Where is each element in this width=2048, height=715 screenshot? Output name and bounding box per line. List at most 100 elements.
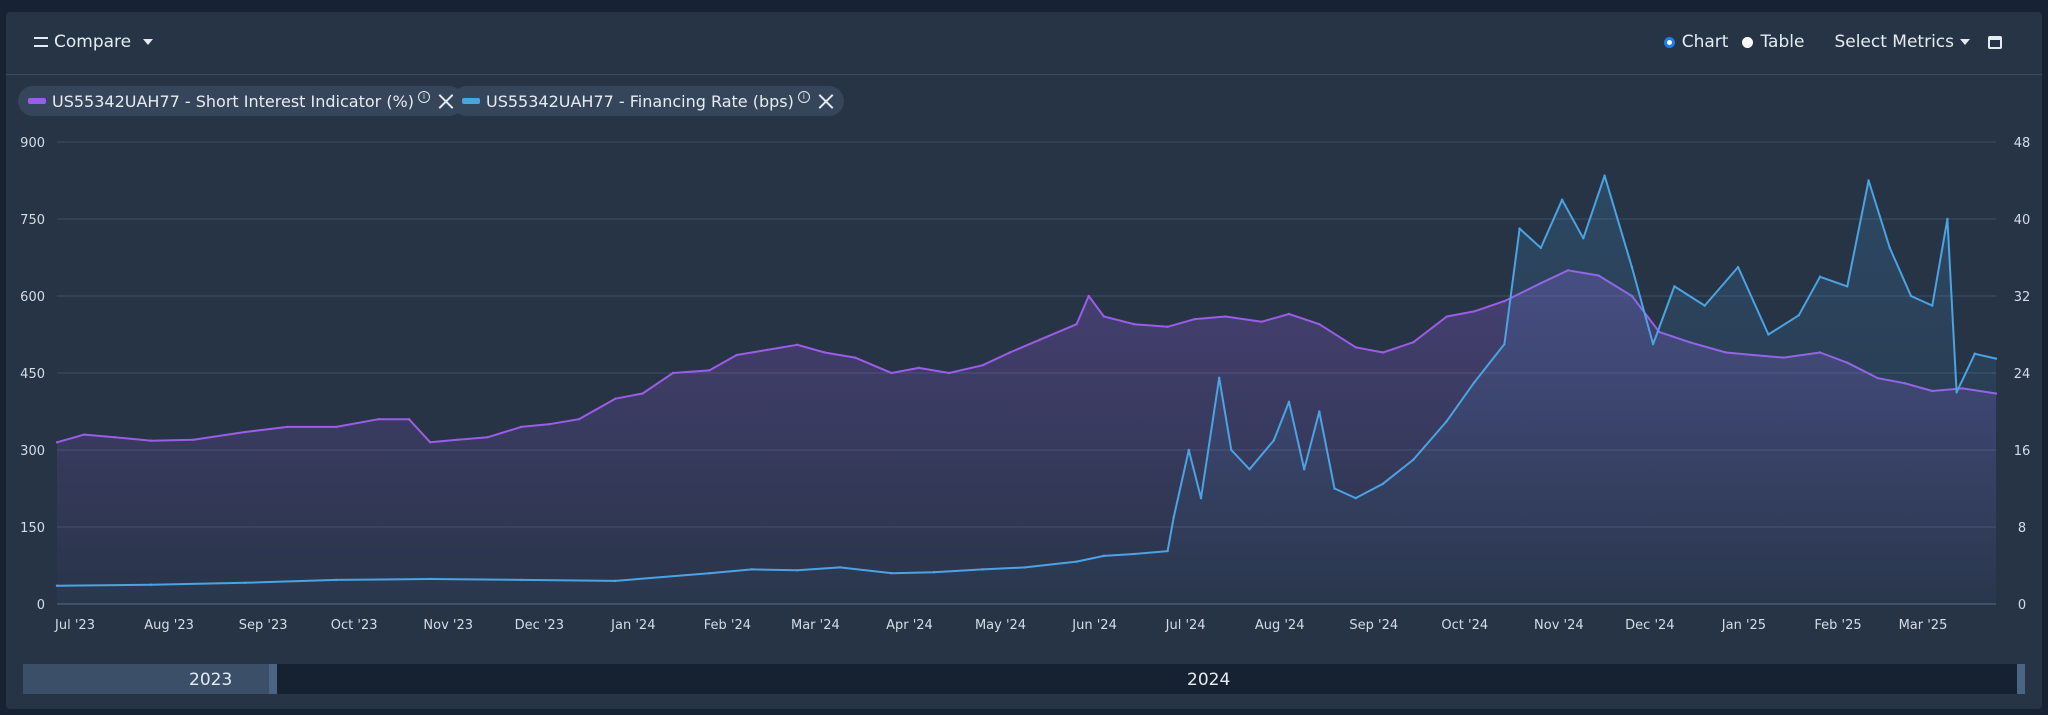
data-point[interactable] [55, 584, 59, 587]
data-point[interactable] [1102, 554, 1106, 558]
data-point[interactable] [113, 435, 116, 439]
data-point[interactable] [1412, 341, 1415, 344]
data-point[interactable] [614, 397, 617, 400]
data-point[interactable] [1797, 314, 1800, 317]
navigator-selection[interactable] [23, 664, 269, 694]
data-point[interactable] [1199, 496, 1203, 500]
series-line[interactable] [56, 174, 1997, 587]
data-point[interactable] [981, 364, 984, 367]
data-point[interactable] [708, 572, 711, 575]
table-radio[interactable]: Table [1742, 32, 1804, 52]
navigator-right-handle[interactable] [2017, 664, 2025, 694]
data-point[interactable] [243, 581, 247, 585]
data-point[interactable] [1888, 246, 1891, 250]
data-point[interactable] [520, 425, 523, 429]
data-point[interactable] [1445, 315, 1448, 318]
data-point[interactable] [853, 356, 857, 359]
data-point[interactable] [796, 569, 799, 572]
chart-radio[interactable]: Chart [1663, 32, 1728, 52]
data-point[interactable] [1166, 549, 1169, 553]
data-point[interactable] [334, 425, 338, 429]
data-point[interactable] [1673, 285, 1676, 288]
data-point[interactable] [1736, 265, 1740, 269]
data-point[interactable] [1767, 333, 1770, 336]
data-point[interactable] [1133, 552, 1136, 556]
data-point[interactable] [1318, 323, 1321, 326]
data-point[interactable] [520, 578, 523, 582]
data-point[interactable] [1172, 516, 1175, 519]
line-chart[interactable]: 0 150 300 450 600 750 900 0 8 16 24 32 40 48 Jul '23 Au… [6, 12, 2042, 652]
metric-chip-financing-rate[interactable]: US55342UAH77 - Financing Rate (bps) i [452, 86, 844, 116]
data-point[interactable] [981, 568, 984, 571]
data-point[interactable] [1354, 346, 1357, 349]
data-point[interactable] [823, 351, 826, 354]
data-point[interactable] [708, 369, 711, 372]
data-point[interactable] [796, 343, 799, 346]
data-point[interactable] [407, 418, 411, 421]
data-point[interactable] [1230, 448, 1233, 452]
metric-chip-short-interest[interactable]: US55342UAH77 - Short Interest Indicator … [18, 86, 464, 116]
data-point[interactable] [1075, 323, 1078, 326]
data-point[interactable] [1248, 468, 1251, 471]
data-point[interactable] [1287, 400, 1291, 404]
data-point[interactable] [1412, 458, 1415, 461]
data-point[interactable] [932, 571, 936, 574]
data-point[interactable] [1818, 275, 1822, 278]
data-point[interactable] [1008, 351, 1012, 354]
data-point[interactable] [1260, 320, 1263, 323]
data-point[interactable] [1193, 317, 1197, 321]
data-point[interactable] [1560, 198, 1564, 201]
info-icon[interactable]: i [797, 91, 810, 103]
data-point[interactable] [1133, 323, 1136, 326]
data-point[interactable] [1224, 315, 1227, 318]
data-point[interactable] [486, 435, 490, 439]
data-point[interactable] [1630, 265, 1634, 269]
data-point[interactable] [1539, 246, 1543, 250]
data-point[interactable] [917, 366, 920, 370]
data-point[interactable] [1472, 381, 1476, 384]
data-point[interactable] [1166, 325, 1169, 328]
data-point[interactable] [838, 566, 842, 569]
data-point[interactable] [1381, 482, 1385, 485]
data-point[interactable] [1287, 312, 1291, 316]
data-point[interactable] [1503, 342, 1506, 346]
data-point[interactable] [456, 438, 459, 441]
data-point[interactable] [1931, 304, 1934, 307]
calendar-icon[interactable] [1988, 35, 2002, 49]
data-point[interactable] [1272, 439, 1276, 442]
data-point[interactable] [1075, 560, 1078, 563]
data-point[interactable] [1867, 179, 1870, 182]
data-point[interactable] [1503, 299, 1506, 303]
data-point[interactable] [1217, 376, 1221, 380]
data-point[interactable] [1087, 294, 1090, 298]
data-point[interactable] [1023, 566, 1027, 569]
data-point[interactable] [1472, 310, 1476, 313]
data-point[interactable] [1603, 174, 1606, 177]
data-point[interactable] [1582, 237, 1585, 240]
data-point[interactable] [947, 371, 951, 375]
data-point[interactable] [1518, 227, 1521, 230]
data-point[interactable] [1102, 315, 1106, 318]
data-point[interactable] [671, 371, 675, 375]
data-point[interactable] [1445, 419, 1448, 423]
data-point[interactable] [429, 441, 432, 444]
data-point[interactable] [750, 568, 754, 571]
data-point[interactable] [429, 577, 432, 581]
select-metrics-button[interactable]: Select Metrics [1834, 32, 1970, 52]
data-point[interactable] [149, 583, 153, 586]
data-point[interactable] [614, 579, 617, 583]
info-icon[interactable]: i [418, 91, 430, 103]
data-point[interactable] [1994, 357, 1998, 360]
data-point[interactable] [83, 433, 86, 436]
data-point[interactable] [641, 392, 644, 395]
data-point[interactable] [1354, 496, 1357, 500]
navigator-left-handle[interactable] [269, 664, 277, 694]
data-point[interactable] [765, 348, 769, 352]
data-point[interactable] [1909, 294, 1913, 298]
data-point[interactable] [1333, 487, 1336, 490]
data-point[interactable] [1318, 410, 1321, 413]
data-point[interactable] [149, 439, 153, 442]
data-point[interactable] [1846, 285, 1849, 288]
compare-button[interactable]: Compare [34, 32, 154, 52]
data-point[interactable] [1973, 352, 1976, 355]
